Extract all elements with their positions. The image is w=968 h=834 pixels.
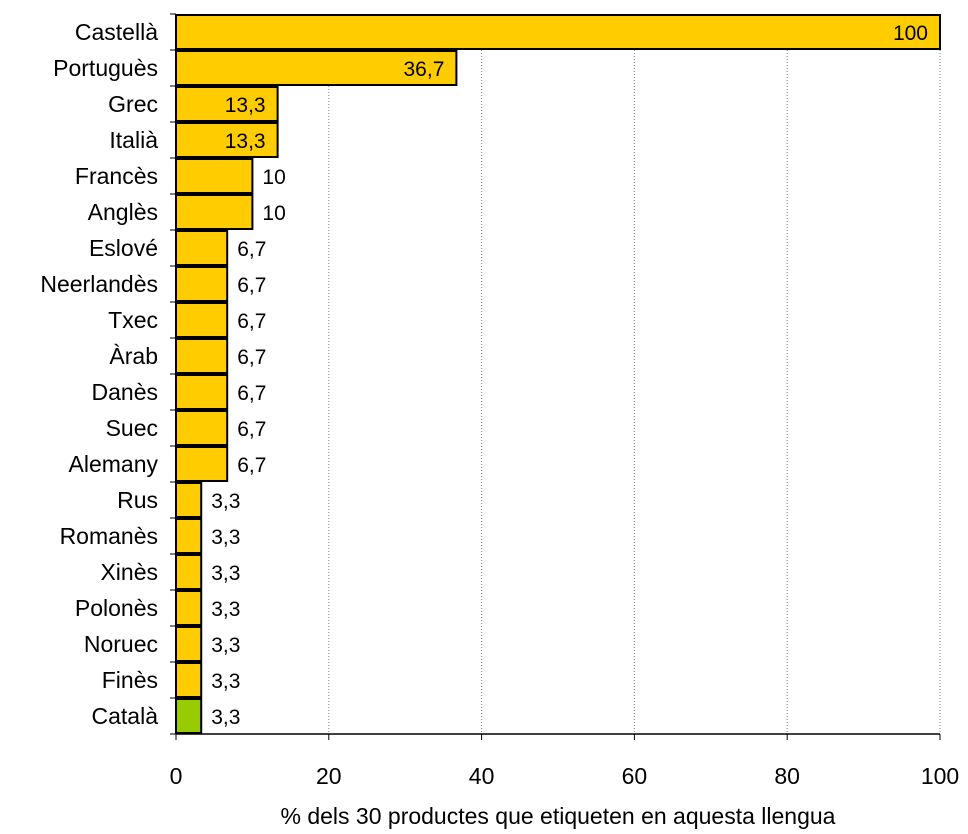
category-label: Romanès bbox=[60, 523, 158, 549]
bar-9 bbox=[175, 338, 229, 374]
category-label: Finès bbox=[102, 667, 158, 693]
data-label: 3,3 bbox=[211, 598, 240, 621]
bar-10 bbox=[175, 374, 229, 410]
category-label: Àrab bbox=[109, 343, 158, 369]
data-label: 36,7 bbox=[404, 58, 445, 81]
category-label: Francès bbox=[75, 163, 158, 189]
x-tick-label: 20 bbox=[316, 763, 342, 789]
category-label: Txec bbox=[108, 307, 158, 333]
category-label: Eslové bbox=[89, 235, 158, 261]
data-label: 6,7 bbox=[237, 274, 266, 297]
bar-8 bbox=[175, 302, 229, 338]
bar-1 bbox=[175, 50, 458, 86]
category-label: Noruec bbox=[84, 631, 158, 657]
axes bbox=[170, 13, 941, 740]
x-axis-title: % dels 30 productes que etiqueten en aqu… bbox=[281, 803, 836, 829]
data-label: 3,3 bbox=[211, 562, 240, 585]
data-label: 6,7 bbox=[237, 238, 266, 261]
bar-6 bbox=[175, 230, 229, 266]
bar-5 bbox=[175, 194, 254, 230]
bar-14 bbox=[175, 518, 203, 554]
x-tick-label: 0 bbox=[170, 763, 183, 789]
data-label: 3,3 bbox=[211, 490, 240, 513]
data-label: 3,3 bbox=[211, 526, 240, 549]
bar-18 bbox=[175, 662, 203, 698]
category-label: Portuguès bbox=[53, 55, 158, 81]
bar-11 bbox=[175, 410, 229, 446]
bar-3 bbox=[175, 122, 279, 158]
data-label: 10 bbox=[262, 202, 285, 225]
category-label: Italià bbox=[109, 127, 158, 153]
bar-16 bbox=[175, 590, 203, 626]
category-label: Neerlandès bbox=[40, 271, 158, 297]
data-label: 10 bbox=[262, 166, 285, 189]
data-label: 6,7 bbox=[237, 418, 266, 441]
bar-13 bbox=[175, 482, 203, 518]
category-label: Suec bbox=[106, 415, 158, 441]
data-label: 6,7 bbox=[237, 454, 266, 477]
x-tick-label: 60 bbox=[622, 763, 648, 789]
bar-15 bbox=[175, 554, 203, 590]
category-label: Alemany bbox=[69, 451, 159, 477]
category-label: Rus bbox=[117, 487, 158, 513]
gridlines bbox=[328, 14, 941, 734]
bar-4 bbox=[175, 158, 254, 194]
bar-19 bbox=[175, 698, 203, 734]
category-label: Grec bbox=[108, 91, 158, 117]
x-tick-label: 40 bbox=[469, 763, 495, 789]
data-label: 6,7 bbox=[237, 310, 266, 333]
category-labels: Castellà Portuguès Grec Italià Francès Anglès… bbox=[40, 19, 158, 729]
x-tick-label: 100 bbox=[921, 763, 959, 789]
x-tick-labels: 0 20 40 60 80 100 bbox=[170, 763, 960, 789]
bar-12 bbox=[175, 446, 229, 482]
data-label: 6,7 bbox=[237, 382, 266, 405]
category-label: Castellà bbox=[75, 19, 158, 45]
data-label: 3,3 bbox=[211, 670, 240, 693]
x-tick-label: 80 bbox=[774, 763, 800, 789]
bars bbox=[175, 14, 941, 734]
category-label: Català bbox=[92, 703, 159, 729]
bar-0 bbox=[175, 14, 941, 50]
data-label: 13,3 bbox=[225, 94, 266, 117]
data-label: 3,3 bbox=[211, 634, 240, 657]
data-labels: 100 36,7 13,3 13,3 10 10 6,7 6,7 6,7 6,7 6,7 6,7 6,7… bbox=[211, 22, 928, 729]
category-label: Polonès bbox=[75, 595, 158, 621]
bar-7 bbox=[175, 266, 229, 302]
category-label: Xinès bbox=[100, 559, 158, 585]
data-label: 3,3 bbox=[211, 706, 240, 729]
data-label: 13,3 bbox=[225, 130, 266, 153]
data-label: 100 bbox=[893, 22, 928, 45]
data-label: 6,7 bbox=[237, 346, 266, 369]
category-label: Danès bbox=[92, 379, 158, 405]
category-label: Anglès bbox=[88, 199, 158, 225]
bar-17 bbox=[175, 626, 203, 662]
